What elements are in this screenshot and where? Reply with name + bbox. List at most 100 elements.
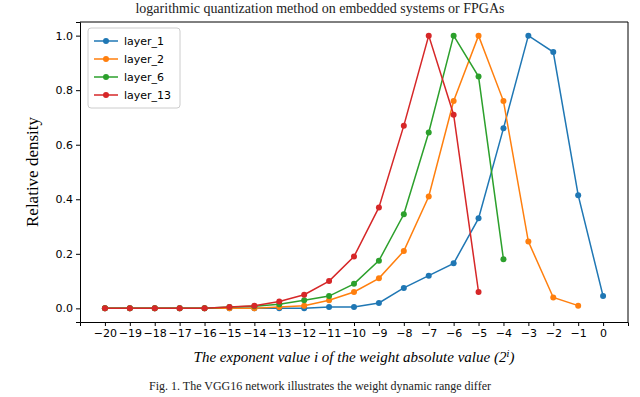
tick: −2: [546, 322, 562, 340]
tick-mark: [254, 322, 255, 326]
marker: [500, 125, 506, 131]
tick-mark: [76, 199, 80, 200]
legend-label: layer_13: [124, 89, 171, 102]
marker: [376, 204, 382, 210]
marker: [202, 305, 208, 311]
tick-mark: [76, 308, 80, 309]
marker: [476, 74, 482, 80]
marker: [600, 293, 606, 299]
tick-mark: [454, 322, 455, 326]
marker: [351, 289, 357, 295]
marker: [525, 33, 531, 39]
marker: [251, 303, 257, 309]
marker: [476, 215, 482, 221]
legend-box: [88, 28, 180, 108]
tick: −14: [243, 322, 266, 340]
legend-marker: [103, 56, 109, 62]
marker: [202, 305, 208, 311]
marker: [451, 98, 457, 104]
marker: [376, 258, 382, 264]
tick-label: −10: [343, 327, 366, 340]
tick: −19: [119, 322, 142, 340]
series-line: [105, 36, 479, 309]
tick-mark: [553, 322, 554, 326]
tick-label: −9: [371, 327, 387, 340]
tick-label: 0: [600, 327, 607, 340]
x-axis: −20−19−18−17−16−15−14−13−12−11−10−9−8−7−…: [81, 322, 629, 340]
tick: 0.4: [56, 193, 81, 206]
tick: −4: [496, 322, 512, 340]
tick-mark: [76, 36, 80, 37]
marker: [152, 305, 158, 311]
tick-label: −12: [293, 327, 316, 340]
tick: −17: [169, 322, 192, 340]
tick-mark: [379, 322, 380, 326]
tick: −16: [193, 322, 216, 340]
legend-label: layer_2: [124, 53, 164, 66]
marker: [127, 305, 133, 311]
tick-mark: [329, 322, 330, 326]
marker: [351, 304, 357, 310]
tick-mark: [528, 322, 529, 326]
legend-marker: [103, 38, 109, 44]
marker: [226, 304, 232, 310]
tick: −1: [571, 322, 587, 340]
marker: [500, 256, 506, 262]
tick: 0.0: [56, 302, 81, 315]
marker: [401, 248, 407, 254]
axis-line: [76, 23, 81, 323]
tick-label: 0.0: [56, 302, 74, 315]
marker: [177, 305, 183, 311]
legend: layer_1layer_2layer_6layer_13: [88, 28, 180, 108]
tick-label: −18: [144, 327, 167, 340]
marker: [476, 33, 482, 39]
tick-mark: [354, 322, 355, 326]
tick-mark: [105, 322, 106, 326]
tick: 0: [600, 322, 607, 340]
caption: Fig. 1. The VGG16 network illustrates th…: [149, 379, 491, 393]
marker: [127, 305, 133, 311]
tick-label: −5: [471, 327, 487, 340]
marker: [426, 194, 432, 200]
tick: 0.6: [56, 139, 81, 152]
tick: −3: [521, 322, 537, 340]
tick-label: −1: [571, 327, 587, 340]
marker: [575, 303, 581, 309]
tick-label: −13: [268, 327, 291, 340]
marker: [500, 98, 506, 104]
tick: 0.2: [56, 248, 81, 261]
marker: [401, 211, 407, 217]
marker: [575, 192, 581, 198]
tick-label: −14: [243, 327, 266, 340]
marker: [202, 305, 208, 311]
tick: −8: [396, 322, 412, 340]
tick-mark: [404, 322, 405, 326]
marker: [102, 305, 108, 311]
tick-mark: [155, 322, 156, 326]
marker: [177, 305, 183, 311]
marker: [376, 275, 382, 281]
tick: −7: [421, 322, 437, 340]
marker: [102, 305, 108, 311]
marker: [476, 289, 482, 295]
marker: [102, 305, 108, 311]
tick: −6: [446, 322, 462, 340]
tick: 0.8: [56, 84, 81, 97]
tick-label: −4: [496, 327, 512, 340]
marker: [451, 33, 457, 39]
tick: −10: [343, 322, 366, 340]
tick-mark: [279, 322, 280, 326]
tick-mark: [130, 322, 131, 326]
legend-label: layer_6: [124, 71, 164, 84]
header-text: logarithmic quantization method on embed…: [135, 1, 504, 16]
tick: −11: [318, 322, 341, 340]
marker: [326, 304, 332, 310]
tick-mark: [503, 322, 504, 326]
frame: [628, 22, 629, 322]
tick-mark: [304, 322, 305, 326]
tick-label: −19: [119, 327, 142, 340]
tick-mark: [429, 322, 430, 326]
tick-mark: [603, 322, 604, 326]
marker: [177, 305, 183, 311]
marker: [301, 292, 307, 298]
